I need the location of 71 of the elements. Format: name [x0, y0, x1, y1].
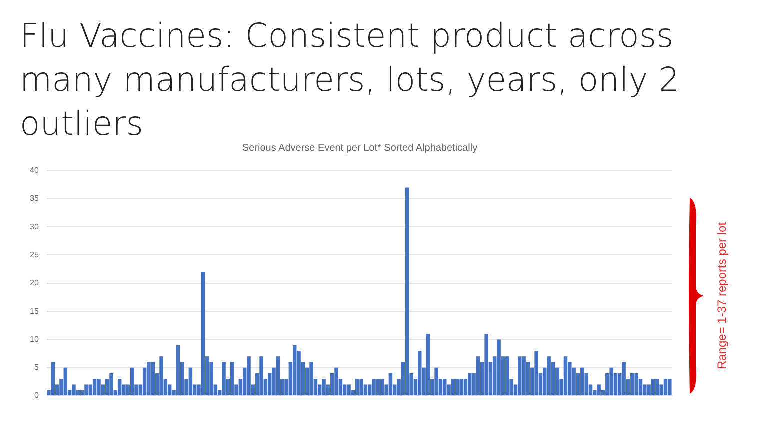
bar	[597, 384, 601, 396]
bar	[118, 379, 122, 396]
bar	[322, 379, 326, 396]
bar	[434, 368, 438, 396]
bar	[522, 356, 526, 396]
bar	[222, 362, 226, 396]
chart-title: Flu Vaccines: Consistent product across many manufacturers, lots, years, only 2 outliers	[20, 16, 680, 143]
bar	[534, 350, 538, 396]
bar	[160, 356, 164, 396]
bar	[84, 384, 88, 396]
bar	[610, 368, 614, 396]
y-tick-label: 40	[30, 166, 40, 176]
bar	[630, 373, 634, 396]
bar	[664, 379, 668, 396]
bar	[310, 362, 314, 396]
bar	[292, 345, 297, 396]
bar	[484, 334, 488, 396]
bar	[247, 356, 251, 396]
bar	[97, 379, 101, 396]
bar	[92, 379, 97, 396]
bar	[456, 379, 460, 396]
bar	[580, 368, 584, 396]
bar	[188, 368, 193, 396]
bar	[497, 340, 501, 396]
bar	[260, 356, 264, 396]
y-tick-label: 15	[30, 306, 40, 316]
y-tick-label: 35	[30, 194, 40, 204]
bar	[110, 373, 114, 396]
y-tick-label: 10	[30, 334, 40, 344]
bar	[230, 362, 234, 396]
y-tick-label: 0	[34, 391, 40, 400]
y-tick-label: 20	[30, 278, 40, 288]
bar	[347, 384, 351, 396]
bar	[380, 379, 384, 396]
bar	[418, 350, 422, 396]
bar	[668, 379, 672, 396]
bar	[151, 362, 156, 396]
bar	[201, 272, 206, 396]
bar	[468, 373, 472, 396]
bar	[64, 368, 68, 396]
bar	[388, 373, 393, 396]
bar	[634, 373, 638, 396]
bar	[443, 379, 447, 396]
bar	[651, 379, 656, 396]
bar	[547, 356, 551, 396]
bar	[518, 356, 522, 396]
y-tick-label: 30	[30, 222, 40, 232]
y-tick-label: 25	[30, 250, 40, 260]
bar	[276, 356, 280, 396]
bar	[51, 362, 56, 396]
bar	[426, 334, 430, 396]
bar	[130, 368, 134, 396]
bar	[476, 356, 480, 396]
bar	[656, 379, 660, 396]
bar	[360, 379, 364, 396]
bar	[451, 379, 456, 396]
bar	[176, 345, 180, 396]
y-tick-label: 5	[34, 363, 40, 372]
text: Range= 1-37 reports per lot	[715, 222, 729, 370]
bar	[334, 368, 338, 396]
bar	[72, 384, 76, 396]
chart-subtitle: Serious Adverse Event per Lot* Sorted Alphabetically	[241, 143, 479, 154]
bar	[622, 362, 626, 396]
bar	[376, 379, 380, 396]
bar	[355, 379, 360, 396]
bar	[147, 362, 151, 396]
bar	[460, 379, 464, 396]
bar	[372, 379, 376, 396]
bar	[406, 188, 410, 396]
bar	[564, 356, 568, 396]
bar	[506, 356, 510, 396]
